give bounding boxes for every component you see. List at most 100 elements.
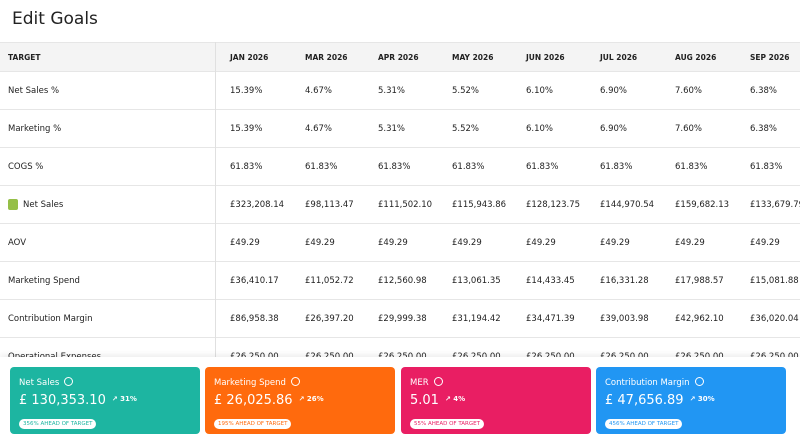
table-cell[interactable]: £26,250.00 <box>675 338 724 375</box>
table-cell[interactable]: 61.83% <box>750 161 783 172</box>
table-cell[interactable]: £49.29 <box>230 237 260 248</box>
table-cell[interactable]: £12,560.98 <box>378 275 427 286</box>
table-row[interactable]: Contribution Margin £86,958.38 £26,397.20 £… <box>0 300 800 338</box>
table-cell[interactable]: 6.90% <box>600 85 628 96</box>
info-icon <box>433 377 443 386</box>
header-cell: SEP 2026 <box>750 52 790 62</box>
table-cell[interactable]: 6.10% <box>526 123 554 134</box>
table-cell[interactable]: £86,958.38 <box>230 313 279 324</box>
card-label-text: Net Sales <box>19 378 60 388</box>
card-change: ↗ 31% <box>112 395 137 403</box>
row-label: AOV <box>8 224 26 261</box>
table-cell[interactable]: £128,123.75 <box>526 199 581 210</box>
table-cell[interactable]: 61.83% <box>526 161 559 172</box>
table-cell[interactable]: £17,988.57 <box>675 275 724 286</box>
header-cell: MAY 2026 <box>452 52 494 62</box>
table-cell[interactable]: 5.52% <box>452 85 480 96</box>
table-cell[interactable]: £13,061.35 <box>452 275 501 286</box>
table-cell[interactable]: £49.29 <box>600 237 630 248</box>
table-cell[interactable]: 7.60% <box>675 85 703 96</box>
row-label: COGS % <box>8 148 43 185</box>
header-cell: JUL 2026 <box>600 52 638 62</box>
table-cell[interactable]: 6.90% <box>600 123 628 134</box>
table-cell[interactable]: £98,113.47 <box>305 199 354 210</box>
table-cell[interactable]: 5.52% <box>452 123 480 134</box>
row-label-text: Net Sales % <box>8 85 60 96</box>
table-cell[interactable]: £26,250.00 <box>305 338 354 375</box>
table-cell[interactable]: 15.39% <box>230 123 263 134</box>
card-change-text: 31% <box>120 395 137 403</box>
table-cell[interactable]: £29,999.38 <box>378 313 427 324</box>
card-value-text: £ 130,353.10 <box>19 393 106 408</box>
card-change: ↗ 26% <box>299 395 324 403</box>
table-cell[interactable]: £14,433.45 <box>526 275 575 286</box>
table-cell[interactable]: £26,250.00 <box>378 338 427 375</box>
shopify-icon <box>8 199 18 210</box>
table-cell[interactable]: £49.29 <box>526 237 556 248</box>
table-cell[interactable]: 15.39% <box>230 85 263 96</box>
table-cell[interactable]: £144,970.54 <box>600 199 655 210</box>
table-cell[interactable]: £49.29 <box>452 237 482 248</box>
table-cell[interactable]: £15,081.88 <box>750 275 799 286</box>
card-change-text: 4% <box>453 395 466 403</box>
table-cell[interactable]: £34,471.39 <box>526 313 575 324</box>
row-label-text: AOV <box>8 237 27 248</box>
table-cell[interactable]: 7.60% <box>675 123 703 134</box>
table-cell[interactable]: 4.67% <box>305 123 333 134</box>
table-cell[interactable]: 61.83% <box>675 161 708 172</box>
table-cell[interactable]: £111,502.10 <box>378 199 433 210</box>
table-row[interactable]: Marketing Spend £36,410.17 £11,052.72 £12,5… <box>0 262 800 300</box>
header-cell: APR 2026 <box>378 52 419 62</box>
table-cell[interactable]: £36,410.17 <box>230 275 279 286</box>
table-cell[interactable]: £39,003.98 <box>600 313 649 324</box>
card-note: 356% AHEAD OF TARGET <box>19 419 97 429</box>
table-cell[interactable]: £26,250.00 <box>526 338 575 375</box>
table-cell[interactable]: 5.31% <box>378 85 406 96</box>
table-cell[interactable]: 61.83% <box>600 161 633 172</box>
card-value: £ 26,025.86 ↗ 26% <box>214 393 324 408</box>
table-cell[interactable]: £26,250.00 <box>600 338 649 375</box>
table-cell[interactable]: £26,397.20 <box>305 313 354 324</box>
table-row[interactable]: Net Sales % 15.39% 4.67% 5.31% 5.52% 6.10% 6.9… <box>0 72 800 110</box>
table-cell[interactable]: £49.29 <box>378 237 408 248</box>
row-label-text: Marketing % <box>8 123 62 134</box>
table-cell[interactable]: 61.83% <box>305 161 338 172</box>
table-row[interactable]: Net Sales £323,208.14 £98,113.47 £111,502.1… <box>0 186 800 224</box>
table-cell[interactable]: £133,679.79 <box>750 199 800 210</box>
table-cell[interactable]: 61.83% <box>452 161 485 172</box>
table-cell[interactable]: 61.83% <box>230 161 263 172</box>
table-cell[interactable]: 61.83% <box>378 161 411 172</box>
card-label: Contribution Margin <box>605 377 704 388</box>
table-cell[interactable]: £36,020.04 <box>750 313 799 324</box>
table-cell[interactable]: 5.31% <box>378 123 406 134</box>
card-label: MER <box>410 377 443 388</box>
table-cell[interactable]: 6.10% <box>526 85 554 96</box>
table-cell[interactable]: £49.29 <box>305 237 335 248</box>
table-cell[interactable]: £31,194.42 <box>452 313 501 324</box>
summary-card: Net Sales £ 130,353.10 ↗ 31% 356% AHEAD OF … <box>10 367 200 434</box>
table-cell[interactable]: £159,682.13 <box>675 199 730 210</box>
row-label: Marketing % <box>8 110 61 147</box>
table-cell[interactable]: £49.29 <box>675 237 705 248</box>
table-cell[interactable]: £11,052.72 <box>305 275 354 286</box>
table-cell[interactable]: £115,943.86 <box>452 199 507 210</box>
table-cell[interactable]: 6.38% <box>750 85 778 96</box>
table-cell[interactable]: 6.38% <box>750 123 778 134</box>
table-cell[interactable]: £26,250.00 <box>230 338 279 375</box>
table-cell[interactable]: £26,250.00 <box>750 338 799 375</box>
row-label: Contribution Margin <box>8 300 93 337</box>
table-cell[interactable]: 4.67% <box>305 85 333 96</box>
table-cell[interactable]: £26,250.00 <box>452 338 501 375</box>
table-row[interactable]: COGS % 61.83% 61.83% 61.83% 61.83% 61.83% 61.8… <box>0 148 800 186</box>
table-cell[interactable]: £42,962.10 <box>675 313 724 324</box>
table-row[interactable]: Marketing % 15.39% 4.67% 5.31% 5.52% 6.10% 6.9… <box>0 110 800 148</box>
table-cell[interactable]: £323,208.14 <box>230 199 285 210</box>
header-cell: TARGET <box>8 52 41 62</box>
table-cell[interactable]: £49.29 <box>750 237 780 248</box>
row-label-text: Marketing Spend <box>8 275 80 286</box>
table-cell[interactable]: £16,331.28 <box>600 275 649 286</box>
table-row[interactable]: AOV £49.29 £49.29 £49.29 £49.29 £49.29 £49.29 £… <box>0 224 800 262</box>
info-icon <box>64 377 74 386</box>
card-label-text: MER <box>410 378 429 388</box>
